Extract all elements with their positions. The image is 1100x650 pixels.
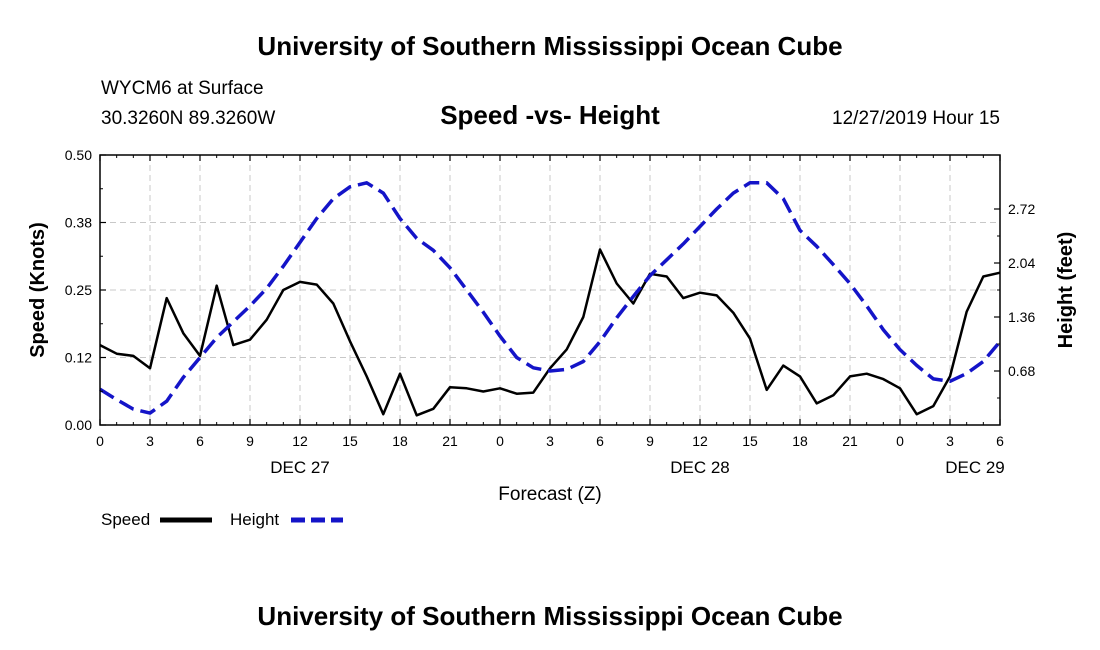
x-tick-label: 3 <box>546 433 554 449</box>
y-tick-label: 0.50 <box>65 147 92 163</box>
x-tick-label: 9 <box>646 433 654 449</box>
legend-speed-label: Speed <box>101 510 150 529</box>
y-tick-label: 0.25 <box>65 282 92 298</box>
y-tick-label: 0.38 <box>65 215 92 231</box>
coords-label: 30.3260N 89.3260W <box>101 108 275 129</box>
y2-tick-label: 1.36 <box>1008 309 1035 325</box>
y-axis-label: Speed (Knots) <box>27 222 49 358</box>
top-title: University of Southern Mississippi Ocean… <box>257 31 842 61</box>
x-tick-label: 0 <box>96 433 104 449</box>
series-line-speed <box>99 248 1001 417</box>
station-label: WYCM6 at Surface <box>101 78 264 99</box>
x-tick-label: 3 <box>946 433 954 449</box>
legend-height-label: Height <box>230 510 279 529</box>
y2-tick-label: 2.72 <box>1008 201 1035 217</box>
grid <box>100 155 1000 425</box>
chart-title: Speed -vs- Height <box>440 100 660 130</box>
day-label: DEC 29 <box>945 458 1005 477</box>
x-tick-label: 15 <box>342 433 358 449</box>
x-tick-label: 15 <box>742 433 758 449</box>
y2-tick-label: 0.68 <box>1008 363 1035 379</box>
bottom-title: University of Southern Mississippi Ocean… <box>257 601 842 631</box>
x-tick-label: 12 <box>292 433 308 449</box>
datetime-label: 12/27/2019 Hour 15 <box>832 108 1000 129</box>
x-tick-label: 6 <box>196 433 204 449</box>
day-label: DEC 27 <box>270 458 330 477</box>
axis-ticks: 0 3 6 9 12 15 18 21 0 3 6 9 12 15 18 21 0 3 6 0.00 0.12 0.25 0… <box>65 147 1036 477</box>
series-layer <box>99 181 1002 417</box>
y-tick-label: 0.00 <box>65 417 92 433</box>
series-line-height <box>99 181 1002 415</box>
y-tick-label: 0.12 <box>65 350 92 366</box>
x-tick-label: 0 <box>896 433 904 449</box>
x-axis-label: Forecast (Z) <box>498 484 601 505</box>
x-tick-label: 3 <box>146 433 154 449</box>
x-tick-label: 9 <box>246 433 254 449</box>
x-tick-label: 18 <box>392 433 408 449</box>
x-tick-label: 21 <box>442 433 458 449</box>
x-tick-label: 6 <box>596 433 604 449</box>
x-tick-label: 18 <box>792 433 808 449</box>
y2-axis-label: Height (feet) <box>1055 232 1077 349</box>
x-tick-label: 0 <box>496 433 504 449</box>
x-tick-label: 12 <box>692 433 708 449</box>
x-tick-label: 6 <box>996 433 1004 449</box>
x-tick-label: 21 <box>842 433 858 449</box>
y2-tick-label: 2.04 <box>1008 255 1035 271</box>
day-label: DEC 28 <box>670 458 730 477</box>
